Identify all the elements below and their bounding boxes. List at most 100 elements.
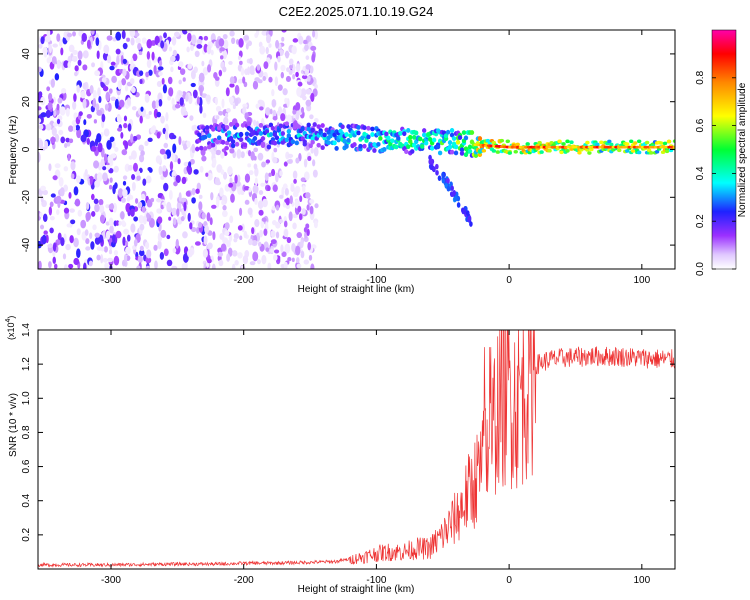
signal-blob [599,140,604,145]
signal-blob [515,142,520,147]
noise-blob [281,186,285,197]
noise-blob [157,216,163,224]
noise-blob [285,204,291,210]
noise-blob [108,168,114,174]
noise-blob [60,237,65,247]
noise-blob [183,143,187,151]
noise-blob [121,30,126,40]
noise-blob [283,229,289,238]
signal-blob [595,142,600,147]
noise-blob [288,69,293,75]
noise-blob [56,209,60,215]
noise-blob [119,99,125,108]
signal-blob [322,132,327,138]
noise-blob [153,244,158,251]
noise-blob [40,36,45,45]
noise-blob [159,252,165,260]
noise-blob [168,189,173,200]
noise-blob [156,111,162,118]
noise-blob [46,86,51,92]
signal-blob [427,137,433,142]
noise-blob [103,128,110,137]
noise-blob [265,247,270,252]
snr-ytick-label: 0.4 [21,493,32,507]
noise-blob [121,220,126,226]
noise-blob [56,118,61,125]
noise-blob [306,228,310,237]
signal-blob [646,148,652,153]
noise-blob [59,106,66,116]
noise-blob [171,97,175,106]
signal-blob [461,130,467,135]
noise-blob [78,111,83,117]
noise-blob [185,93,189,102]
noise-blob [191,34,197,45]
noise-blob [247,207,253,215]
noise-blob [281,30,287,33]
noise-blob [46,57,52,64]
branch-blob [465,210,470,216]
noise-blob [232,104,236,110]
noise-blob [292,109,297,115]
noise-blob [243,35,250,41]
noise-blob [218,110,224,116]
signal-blob [499,138,505,143]
tone-core [672,145,675,149]
noise-blob [146,212,150,219]
noise-blob [292,63,296,74]
noise-blob [68,44,75,53]
noise-blob [52,122,59,127]
signal-blob [306,122,311,128]
signal-blob [238,137,244,143]
noise-blob [307,75,311,82]
noise-blob [283,261,288,269]
signal-blob [632,141,638,145]
noise-blob [145,256,152,264]
signal-blob [421,132,427,138]
noise-blob [223,171,228,180]
noise-blob [199,86,203,97]
signal-blob [469,130,475,135]
noise-blob [125,246,131,255]
signal-blob [390,138,395,144]
noise-blob [187,249,193,258]
noise-blob [270,230,276,238]
noise-blob [283,161,288,167]
noise-blob [182,231,188,239]
noise-blob [114,182,118,190]
noise-blob [258,209,264,216]
noise-blob [218,38,225,47]
noise-blob [74,71,78,77]
noise-blob [138,51,143,56]
noise-blob [121,197,126,203]
noise-blob [201,212,206,220]
noise-blob [198,201,203,211]
noise-blob [47,243,53,248]
noise-blob [80,90,86,99]
signal-blob [220,139,226,145]
noise-blob [219,232,225,240]
noise-blob [290,184,295,193]
noise-blob [52,242,57,252]
signal-blob [238,131,244,137]
noise-blob [122,68,127,77]
noise-blob [76,128,82,139]
noise-blob [310,147,314,154]
noise-blob [48,261,52,269]
noise-blob [266,34,271,44]
noise-blob [83,119,87,126]
noise-blob [90,30,95,35]
noise-blob [191,143,196,154]
noise-blob [179,97,184,106]
noise-blob [186,30,193,33]
noise-blob [140,150,145,157]
noise-blob [172,217,177,226]
signal-blob [429,145,435,151]
noise-blob [130,86,136,94]
noise-blob [146,51,151,60]
noise-blob [58,129,64,136]
noise-blob [150,197,155,203]
noise-blob [83,262,87,269]
signal-blob [246,121,252,127]
noise-blob [167,95,171,101]
